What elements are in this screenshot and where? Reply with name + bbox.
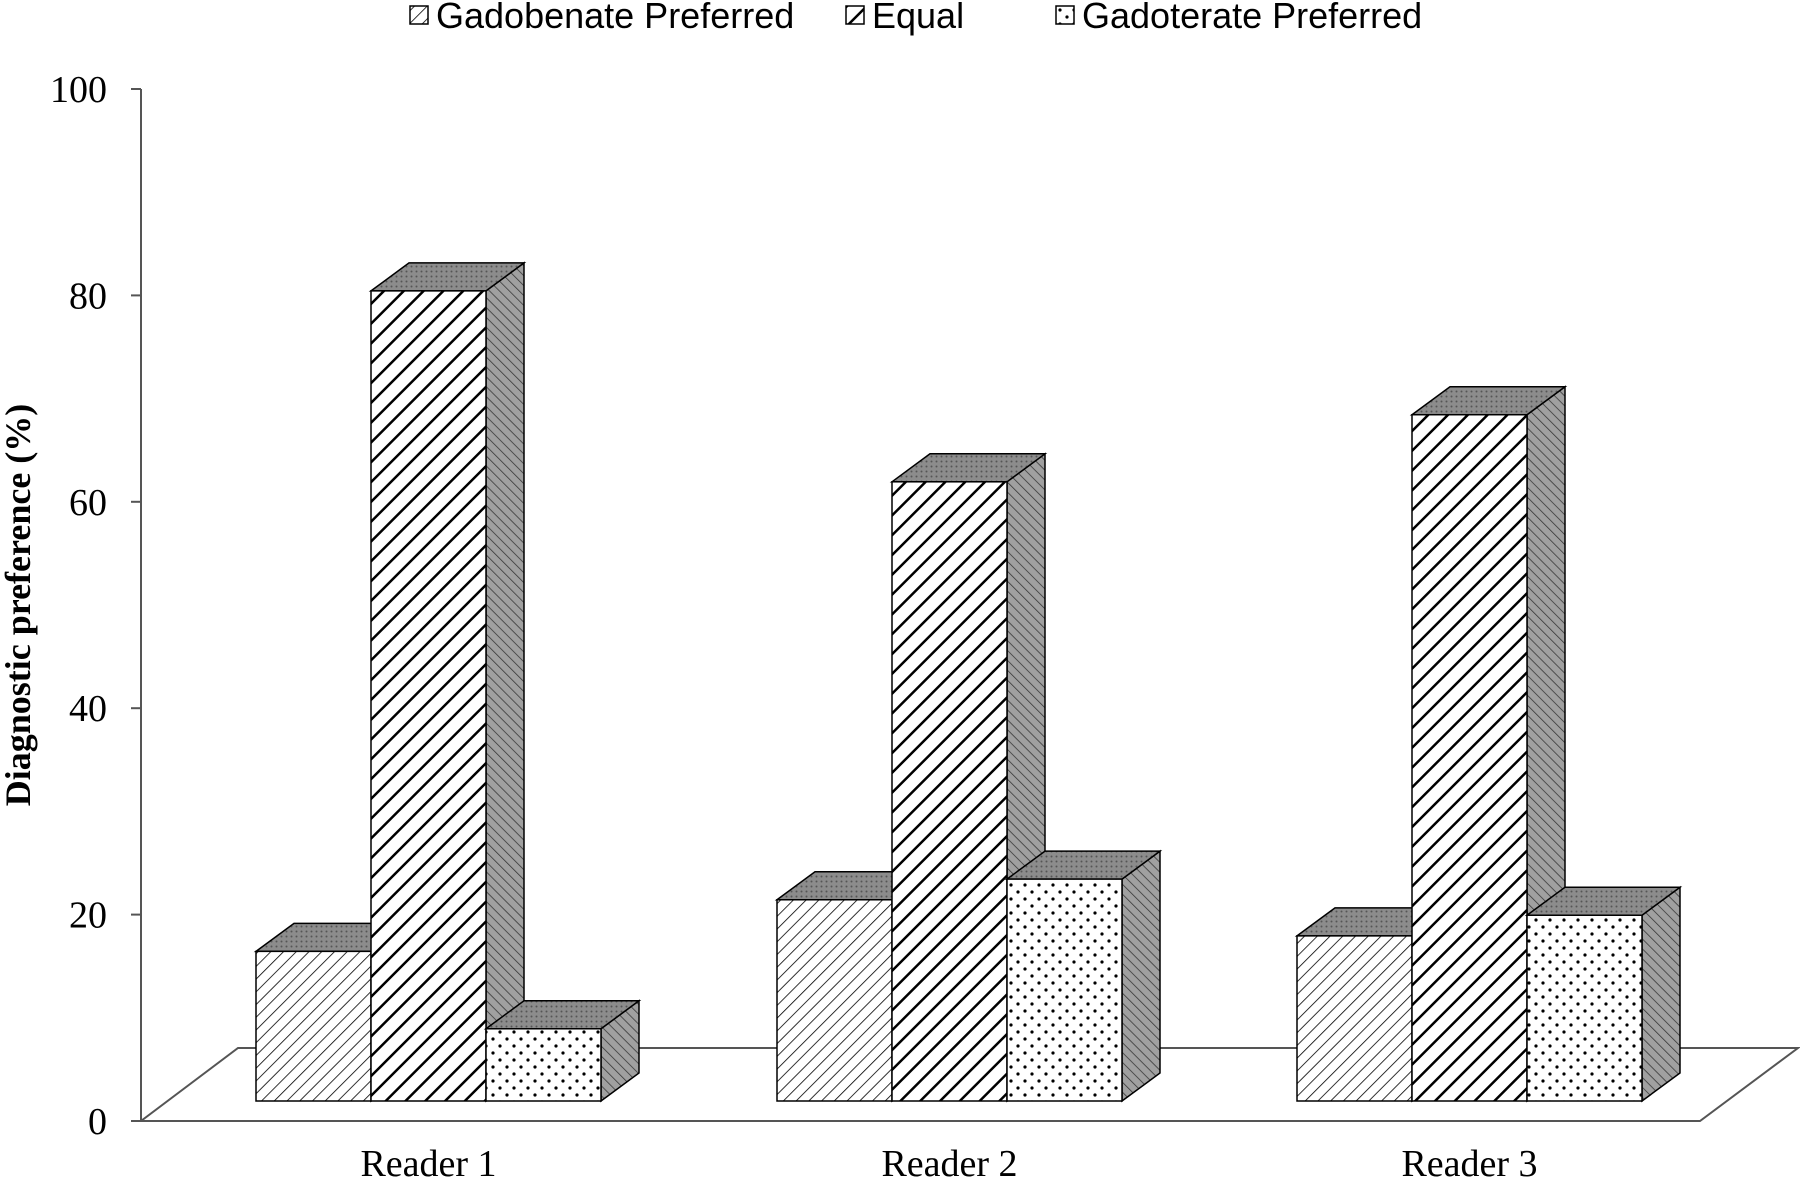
legend-label: Equal [872, 0, 964, 36]
y-axis-label: Diagnostic preference (%) [0, 404, 38, 807]
y-tick-label: 0 [88, 1101, 107, 1143]
legend-swatch [1055, 5, 1075, 25]
legend-label: Gadoterate Preferred [1082, 0, 1422, 36]
bar-front-face [485, 1028, 602, 1102]
bar-front-face [776, 899, 893, 1102]
bar-front-face [1411, 413, 1528, 1102]
y-tick-label: 100 [50, 69, 107, 111]
bar-side-face [1641, 885, 1681, 1103]
legend-item-2: Equal [845, 0, 964, 36]
legend-item-3: Gadoterate Preferred [1055, 0, 1422, 36]
bar-1-2 [368, 261, 527, 1103]
bar-front-face [1526, 914, 1643, 1102]
y-tick-label: 40 [69, 688, 107, 730]
legend-item-1: Gadobenate Preferred [409, 0, 794, 36]
bar-front-face [370, 290, 487, 1102]
bar-front-face [891, 481, 1008, 1102]
bar-front-face [1006, 878, 1123, 1102]
x-tick-label: Reader 2 [881, 1143, 1017, 1185]
bar-3-3 [1524, 885, 1683, 1103]
legend: Gadobenate Preferred Equal Gadoterate Pref… [409, 0, 1422, 36]
legend-swatch [409, 5, 429, 25]
chart-floor [138, 1047, 1800, 1122]
x-tick-label: Reader 1 [360, 1143, 496, 1185]
bar-1-3 [483, 999, 642, 1103]
legend-swatch [845, 5, 865, 25]
x-tick-label: Reader 3 [1401, 1143, 1537, 1185]
bar-2-3 [1004, 849, 1163, 1103]
bar-side-face [485, 261, 525, 1103]
bar-side-face [1121, 849, 1161, 1103]
bar-3-2 [1409, 385, 1568, 1103]
legend-label: Gadobenate Preferred [436, 0, 794, 36]
y-axis: 0 20 40 60 80 100 [50, 69, 142, 1143]
category-labels: Reader 1 Reader 2 Reader 3 [360, 1143, 1537, 1185]
y-tick-label: 60 [69, 482, 107, 524]
y-tick-label: 20 [69, 895, 107, 937]
bar-front-face [1296, 935, 1413, 1102]
bar-front-face [255, 950, 372, 1102]
y-tick-label: 80 [69, 275, 107, 317]
bars-group [253, 261, 1683, 1103]
